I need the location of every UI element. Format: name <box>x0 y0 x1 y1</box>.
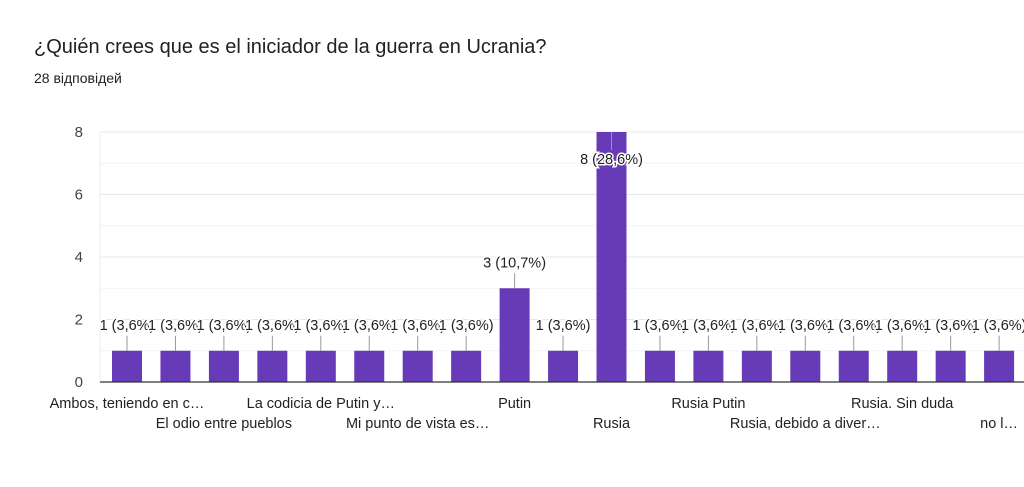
data-label: 1 (3,6%) <box>729 318 784 334</box>
data-label: 1 (3,6%) <box>875 318 930 334</box>
data-label: 1 (3,6%) <box>972 318 1024 334</box>
data-label: 1 (3,6%) <box>342 318 397 334</box>
bar <box>354 350 385 382</box>
y-tick-label: 0 <box>75 374 83 391</box>
bar <box>208 350 239 382</box>
bar <box>305 350 336 382</box>
data-label: 1 (3,6%) <box>148 318 203 334</box>
y-tick-label: 6 <box>75 187 83 204</box>
bar <box>790 350 821 382</box>
bar <box>644 350 675 382</box>
x-tick-label: Rusia Putin <box>671 396 745 412</box>
bar <box>548 350 579 382</box>
x-tick-label: Putin <box>498 396 531 412</box>
data-label: 1 (3,6%) <box>778 318 833 334</box>
data-label: 8 (28,6%) <box>580 152 643 168</box>
bar <box>984 350 1015 382</box>
data-label: 1 (3,6%) <box>293 318 348 334</box>
bar <box>935 350 966 382</box>
data-label: 1 (3,6%) <box>681 318 736 334</box>
bar <box>838 350 869 382</box>
bar <box>693 350 724 382</box>
data-label: 1 (3,6%) <box>633 318 688 334</box>
y-tick-label: 8 <box>75 124 83 141</box>
bar <box>451 350 482 382</box>
bar <box>499 288 530 382</box>
bar <box>741 350 772 382</box>
data-label: 1 (3,6%) <box>826 318 881 334</box>
question-title: ¿Quién crees que es el iniciador de la g… <box>34 36 547 58</box>
x-tick-label: Ambos, teniendo en c… <box>50 396 205 412</box>
y-tick-label: 4 <box>75 249 83 266</box>
x-tick-label: Rusia <box>593 416 631 432</box>
x-tick-label: La codicia de Putin y… <box>247 396 395 412</box>
data-label: 1 (3,6%) <box>923 318 978 334</box>
bar <box>112 350 142 382</box>
x-tick-label: Mi punto de vista es… <box>346 416 489 432</box>
data-label: 1 (3,6%) <box>439 318 494 334</box>
bar <box>887 350 918 382</box>
data-label: 1 (3,6%) <box>100 318 155 334</box>
x-tick-label: no l… <box>980 416 1018 432</box>
x-tick-label: Rusia, debido a diver… <box>730 416 881 432</box>
y-tick-label: 2 <box>75 312 83 329</box>
bar <box>596 132 627 382</box>
data-label: 1 (3,6%) <box>536 318 591 334</box>
bar <box>160 350 191 382</box>
data-label: 3 (10,7%) <box>483 255 546 271</box>
response-count: 28 відповідей <box>34 70 122 86</box>
x-tick-label: El odio entre pueblos <box>156 416 292 432</box>
bar <box>257 350 288 382</box>
data-label: 1 (3,6%) <box>390 318 445 334</box>
x-tick-label: Rusia. Sin duda <box>851 396 954 412</box>
bar <box>402 350 433 382</box>
data-label: 1 (3,6%) <box>245 318 300 334</box>
data-label: 1 (3,6%) <box>196 318 251 334</box>
